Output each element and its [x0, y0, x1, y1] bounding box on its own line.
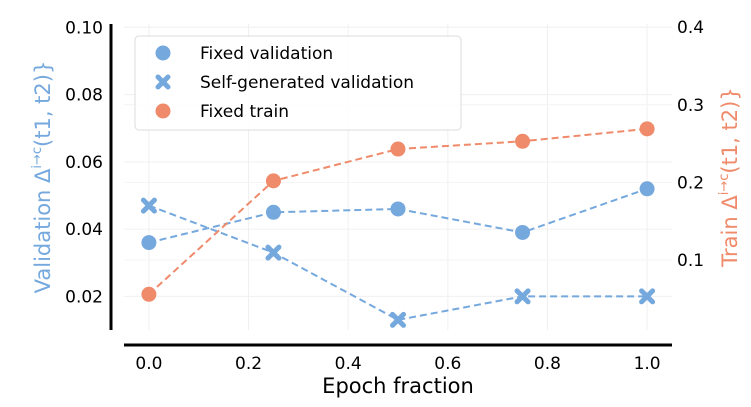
- x-tick-label: 0.8: [534, 354, 561, 374]
- right-axis-label-superscript: i→c: [717, 174, 732, 196]
- x-marker: [140, 197, 157, 214]
- left-axis-label-superscript: i→c: [30, 147, 45, 169]
- legend-x-marker: [155, 74, 171, 90]
- series-line-2: [148, 127, 648, 296]
- right-tick-label: 0.3: [677, 96, 704, 116]
- right-axis-label-suffix: (t1, t2)}: [718, 87, 742, 173]
- circle-marker: [639, 121, 655, 137]
- right-axis-label-prefix: Train Δ: [718, 195, 742, 268]
- x-marker-stroke: [639, 288, 656, 305]
- right-tick-label: 0.4: [677, 18, 704, 38]
- x-marker-stroke: [140, 197, 157, 214]
- x-marker-stroke: [265, 244, 282, 261]
- circle-marker: [515, 133, 531, 149]
- circle-marker: [141, 235, 157, 251]
- left-axis-label: Validation Δi→c(t1, t2)}: [30, 61, 55, 294]
- x-marker-stroke: [390, 311, 406, 328]
- circle-marker: [639, 181, 655, 197]
- series-line-1: [148, 204, 648, 321]
- x-tick-label: 0.2: [235, 354, 262, 374]
- left-tick-label: 0.08: [65, 86, 103, 106]
- legend-circle-marker: [155, 103, 171, 119]
- left-axis-label-suffix: (t1, t2)}: [31, 61, 55, 147]
- series-markers: [140, 121, 656, 328]
- x-marker: [265, 244, 282, 261]
- right-tick-label: 0.2: [677, 173, 704, 193]
- x-marker: [390, 311, 406, 328]
- series-line-0: [148, 187, 648, 244]
- x-tick-label: 0.6: [434, 354, 461, 374]
- axes: 0.0 0.2 0.4 0.6 0.8 1.0 0.02 0.04 0.06 0.08 0.10 0.…: [30, 18, 742, 398]
- x-axis-label: Epoch fraction: [322, 374, 474, 398]
- series-lines: [148, 127, 648, 321]
- x-marker-stroke: [514, 288, 531, 305]
- left-tick-label: 0.04: [65, 220, 103, 240]
- legend: Fixed validation Self-generated validatio…: [134, 35, 462, 131]
- legend-circle-marker: [155, 45, 171, 61]
- circle-marker: [515, 224, 531, 240]
- x-tick-label: 1.0: [634, 354, 661, 374]
- x-marker: [514, 288, 531, 305]
- legend-entry: Fixed train: [200, 102, 289, 122]
- circle-marker: [390, 201, 406, 217]
- left-tick-label: 0.02: [65, 287, 103, 307]
- left-tick-label: 0.06: [65, 153, 103, 173]
- left-axis-label-prefix: Validation Δ: [31, 168, 55, 293]
- circle-marker: [265, 204, 281, 220]
- right-axis-label: Train Δi→c(t1, t2)}: [717, 87, 742, 267]
- legend-box: [134, 35, 462, 131]
- circle-marker: [265, 173, 281, 189]
- circle-marker: [390, 141, 406, 157]
- x-marker: [639, 288, 656, 305]
- legend-entry: Self-generated validation: [200, 73, 414, 93]
- x-tick-label: 0.4: [335, 354, 362, 374]
- x-tick-label: 0.0: [135, 354, 162, 374]
- left-tick-label: 0.10: [65, 18, 103, 38]
- right-tick-label: 0.1: [677, 251, 704, 271]
- legend-entry: Fixed validation: [200, 44, 333, 64]
- circle-marker: [141, 286, 157, 302]
